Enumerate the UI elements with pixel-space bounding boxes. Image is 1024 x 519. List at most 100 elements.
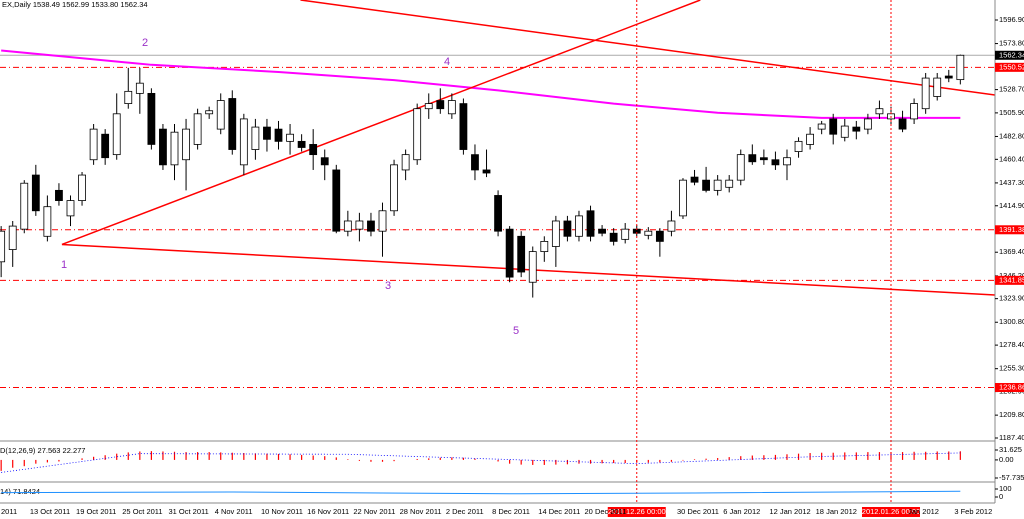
y-tick-label: 1323.90: [999, 294, 1024, 303]
candle-body: [609, 232, 618, 242]
rsi-label: 14) 71.8424: [0, 487, 40, 496]
x-tick-label: 13 Oct 2011: [30, 507, 70, 516]
y-tick-label: 1187.40: [999, 433, 1024, 442]
pivot-label: 4: [444, 56, 450, 68]
level-label: 1341.85: [999, 275, 1024, 284]
x-tick-label: Jan 2012: [908, 507, 939, 516]
candle-body: [182, 128, 190, 161]
candle-body: [517, 235, 526, 273]
x-tick-label: 31 Oct 2011: [169, 507, 209, 516]
candle-body: [112, 113, 121, 156]
vertical-marker-box: [861, 507, 920, 517]
main-panel: [0, 0, 995, 389]
candle-body: [551, 220, 560, 247]
y-tick-label: 1278.40: [999, 340, 1024, 349]
candle-body: [390, 164, 398, 212]
rsi-line: [1, 490, 961, 495]
x-tick-label: 16 Nov 2011: [307, 507, 349, 516]
candle-body: [355, 220, 364, 230]
candle-body: [274, 128, 283, 142]
candle-body: [320, 157, 329, 166]
level-label: 1236.86: [999, 382, 1024, 391]
candle-body: [679, 179, 687, 217]
candle-body: [910, 103, 919, 120]
y-tick-label: 0: [999, 492, 1003, 501]
candle-body: [840, 125, 849, 138]
x-tick-label: 3 Feb 2012: [954, 507, 992, 516]
y-tick-label: -57.735: [999, 473, 1024, 482]
y-tick-label: 1573.80: [999, 39, 1024, 48]
vertical-marker-box: [607, 507, 666, 517]
candle-body: [794, 140, 803, 152]
candle-body: [367, 220, 375, 232]
macd-signal: [1, 452, 961, 473]
candle-body: [921, 77, 930, 110]
candle-body: [378, 210, 387, 232]
candle-body: [101, 133, 110, 159]
y-tick-label: 1460.40: [999, 154, 1024, 163]
candle-body: [89, 128, 98, 161]
y-tick-label: 1255.30: [999, 364, 1024, 373]
chart-title: EX,Daily 1538.49 1562.99 1533.80 1562.34: [2, 0, 148, 9]
candle-body: [0, 230, 6, 263]
candle-body: [332, 169, 341, 232]
pivot-label: 2: [142, 37, 148, 49]
candle-body: [482, 169, 491, 174]
candle-body: [31, 174, 40, 212]
y-tick-label: 1369.40: [999, 247, 1024, 256]
level-label-box: [995, 225, 1024, 235]
y-tick-label: 1209.80: [999, 410, 1024, 419]
candle-body: [239, 118, 248, 166]
candle-body: [956, 54, 965, 81]
candle-body: [43, 206, 52, 237]
x-tick-label: 19 Oct 2011: [76, 507, 116, 516]
candle-body: [563, 220, 572, 237]
vertical-marker-label: 2011.12.26 00:00: [608, 507, 666, 516]
candle-body: [20, 182, 29, 230]
pivot-label: 3: [385, 280, 391, 292]
candle-body: [575, 215, 583, 237]
candle-body: [8, 225, 17, 250]
y-tick-label: 1482.80: [999, 131, 1024, 140]
candle-body: [309, 144, 318, 156]
level-label-box: [995, 383, 1024, 393]
trend-line: [61, 243, 995, 296]
x-tick-label: 30 Dec 2011: [677, 507, 719, 516]
y-tick-label: 1437.30: [999, 178, 1024, 187]
pivot-label: 5: [513, 325, 519, 337]
candle-body: [297, 140, 306, 148]
x-tick-label: 12 Jan 2012: [769, 507, 810, 516]
candle-body: [78, 174, 86, 201]
x-tick-label: 20 Dec 2011: [585, 507, 627, 516]
candle-body: [898, 118, 907, 130]
candle-body: [55, 189, 63, 201]
candle-body: [702, 179, 710, 191]
candle-body: [216, 100, 225, 130]
y-tick-label: 1596.90: [999, 15, 1024, 24]
candle-body: [759, 157, 768, 161]
y-tick-label: 1505.90: [999, 108, 1024, 117]
x-tick-label: 4 Nov 2011: [215, 507, 253, 516]
candle-body: [829, 118, 838, 135]
candle-body: [944, 75, 953, 79]
last-price-box: [995, 50, 1024, 60]
candle-body: [806, 133, 814, 145]
candle-body: [505, 228, 514, 278]
candle-body: [598, 228, 606, 234]
last-price-label: 1562.34: [999, 50, 1024, 59]
x-tick-label: 8 Dec 2011: [492, 507, 530, 516]
candle-body: [586, 210, 595, 237]
y-tick-label: 1300.80: [999, 317, 1024, 326]
candle-body: [736, 154, 745, 181]
level-label: 1550.52: [999, 62, 1024, 71]
trend-line: [300, 0, 995, 96]
vertical-marker-label: 2012.01.26 00:00: [862, 507, 920, 516]
candle-body: [494, 195, 502, 232]
y-tick-label: 1528.70: [999, 85, 1024, 94]
candle-body: [459, 103, 468, 150]
y-tick-label: 1346.20: [999, 271, 1024, 280]
candle-body: [690, 176, 699, 183]
candle-body: [205, 110, 214, 115]
level-label: 1391.38: [999, 225, 1024, 234]
